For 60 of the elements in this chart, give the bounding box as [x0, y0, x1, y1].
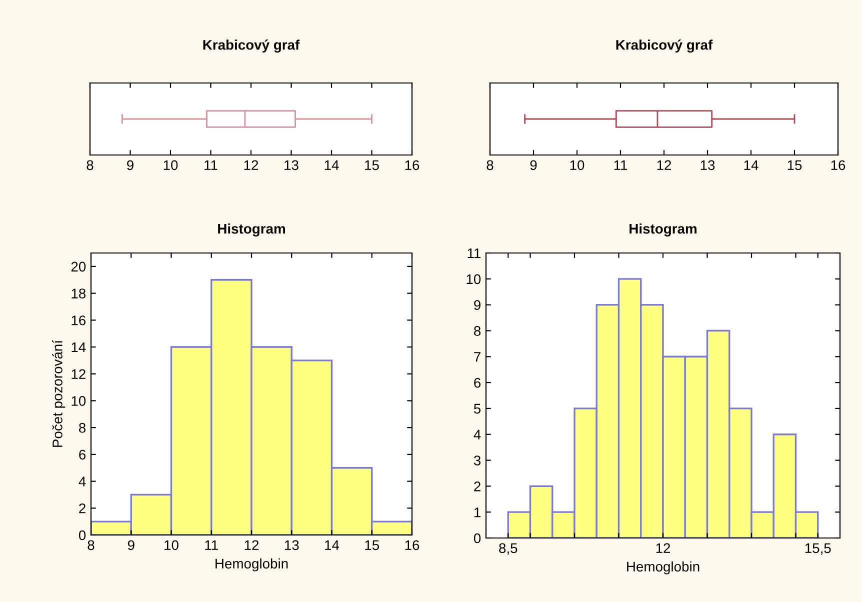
x-tick-label: 12 — [657, 160, 672, 170]
chart-title: Krabicový graf — [203, 39, 300, 53]
y-tick-label: 3 — [474, 456, 481, 466]
y-tick-label: 1 — [474, 508, 480, 518]
y-tick-label: 10 — [466, 274, 481, 284]
y-tick-label: 0 — [78, 530, 86, 540]
chart-title: Krabicový graf — [616, 39, 713, 53]
x-tick-label: 16 — [405, 540, 420, 550]
chart-title: Histogram — [630, 223, 696, 236]
y-tick-label: 7 — [474, 352, 480, 362]
y-tick-label: 20 — [71, 262, 86, 272]
y-tick-label: 4 — [474, 430, 481, 440]
x-tick-label: 8 — [486, 160, 494, 170]
y-tick-label: 0 — [474, 533, 481, 544]
y-tick-label: 8 — [474, 326, 481, 336]
x-tick-label: 16 — [405, 160, 420, 170]
y-tick-label: 14 — [72, 342, 86, 352]
x-tick-label: 11 — [204, 160, 218, 170]
x-tick-label: 10 — [570, 160, 584, 170]
chart-title: Histogram — [218, 223, 285, 236]
y-tick-label: 2 — [79, 503, 86, 514]
x-tick-label: 9 — [530, 160, 537, 170]
y-tick-label: 5 — [474, 404, 481, 414]
x-tick-label: 11 — [205, 540, 218, 550]
y-tick-label: 8 — [79, 422, 86, 433]
x-tick-label: 13 — [284, 160, 298, 170]
x-tick-label: 14 — [324, 160, 339, 170]
x-tick-label: 8 — [88, 540, 94, 550]
y-tick-label: 18 — [72, 288, 86, 298]
x-tick-label: 9 — [128, 540, 134, 550]
x-tick-label: 15 — [788, 160, 802, 170]
y-tick-label: 2 — [474, 482, 480, 492]
y-tick-label: 4 — [78, 476, 86, 486]
y-tick-label: 10 — [72, 396, 86, 406]
x-tick-label: 15 — [365, 540, 380, 550]
x-tick-label: 14 — [325, 540, 340, 550]
x-tick-label: 13 — [700, 160, 715, 170]
y-tick-label: 6 — [79, 450, 86, 460]
x-tick-label: 12 — [244, 160, 258, 170]
y-tick-label: 9 — [474, 300, 480, 310]
x-tick-label: 15,5 — [805, 543, 831, 555]
y-tick-label: 11 — [468, 248, 480, 258]
x-axis-title: Hemoglobin — [216, 558, 288, 572]
x-axis-title: Hemoglobin — [627, 561, 700, 574]
y-tick-label: 12 — [72, 369, 86, 379]
y-tick-label: 6 — [474, 378, 481, 388]
y-tick-label: 16 — [72, 315, 86, 326]
x-tick-label: 10 — [164, 160, 178, 170]
x-tick-label: 12 — [244, 540, 259, 550]
x-tick-label: 10 — [164, 540, 178, 550]
x-tick-label: 12 — [656, 543, 670, 553]
x-tick-label: 8,5 — [499, 543, 518, 555]
x-tick-label: 8 — [86, 160, 94, 170]
x-tick-label: 13 — [284, 540, 299, 550]
x-tick-label: 14 — [744, 160, 758, 170]
x-tick-label: 15 — [365, 160, 379, 170]
x-tick-label: 16 — [831, 160, 846, 170]
x-tick-label: 11 — [614, 160, 628, 170]
y-axis-title: Počet pozorování — [52, 340, 66, 447]
x-tick-label: 9 — [127, 160, 134, 170]
